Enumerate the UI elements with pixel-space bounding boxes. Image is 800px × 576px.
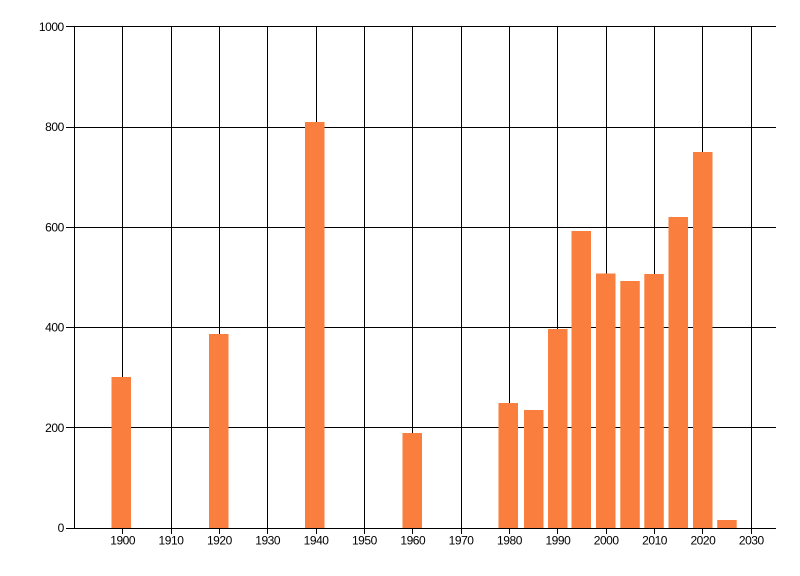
svg-text:1980: 1980 — [497, 534, 523, 548]
svg-text:1970: 1970 — [449, 534, 475, 548]
svg-text:200: 200 — [45, 421, 64, 435]
svg-text:1930: 1930 — [255, 534, 281, 548]
svg-text:600: 600 — [45, 220, 64, 234]
svg-text:1900: 1900 — [110, 534, 136, 548]
svg-text:1950: 1950 — [352, 534, 378, 548]
svg-text:2030: 2030 — [739, 534, 765, 548]
svg-text:2020: 2020 — [690, 534, 716, 548]
svg-text:0: 0 — [58, 521, 65, 535]
svg-text:1940: 1940 — [304, 534, 330, 548]
svg-text:2000: 2000 — [594, 534, 620, 548]
svg-text:1920: 1920 — [207, 534, 233, 548]
svg-text:800: 800 — [45, 120, 64, 134]
svg-text:1960: 1960 — [400, 534, 426, 548]
svg-text:1000: 1000 — [39, 20, 65, 34]
svg-text:1990: 1990 — [545, 534, 571, 548]
svg-text:2010: 2010 — [642, 534, 668, 548]
svg-text:1910: 1910 — [159, 534, 185, 548]
svg-text:400: 400 — [45, 321, 64, 335]
